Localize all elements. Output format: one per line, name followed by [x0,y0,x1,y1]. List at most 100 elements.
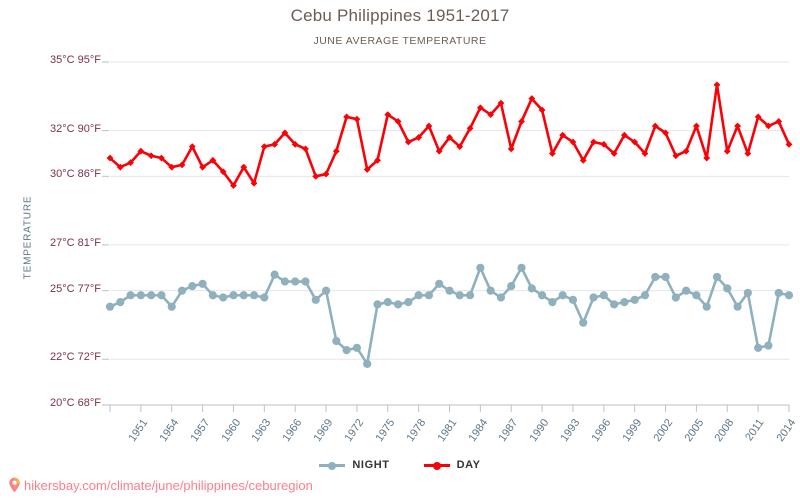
data-point-day[interactable] [250,179,258,187]
data-point-night[interactable] [383,298,392,307]
data-point-day[interactable] [240,163,248,171]
data-point-night[interactable] [229,291,238,300]
data-point-day[interactable] [188,143,196,151]
data-point-night[interactable] [352,343,362,352]
data-point-night[interactable] [321,286,331,295]
data-point-day[interactable] [487,111,495,118]
data-point-night[interactable] [527,284,536,293]
data-point-night[interactable] [610,300,619,309]
data-point-day[interactable] [579,156,587,164]
data-point-day[interactable] [765,122,772,130]
data-point-night[interactable] [239,291,248,300]
data-point-night[interactable] [136,291,145,300]
data-point-night[interactable] [435,279,444,288]
data-point-day[interactable] [199,163,206,171]
data-point-night[interactable] [784,291,794,300]
data-point-day[interactable] [302,145,309,153]
data-point-day[interactable] [672,152,680,160]
data-point-day[interactable] [404,138,412,146]
legend-item-day[interactable]: DAY [423,459,481,471]
data-point-night[interactable] [198,279,207,288]
data-point-night[interactable] [712,272,722,282]
data-point-day[interactable] [147,152,155,160]
data-point-night[interactable] [486,286,495,295]
data-point-night[interactable] [260,293,269,302]
data-point-night[interactable] [764,341,773,350]
data-point-night[interactable] [414,291,423,300]
data-point-day[interactable] [518,118,525,125]
legend-item-night[interactable]: NIGHT [319,459,389,471]
data-point-day[interactable] [363,166,371,173]
data-point-day[interactable] [291,140,299,148]
data-point-night[interactable] [116,298,125,307]
data-point-night[interactable] [537,291,547,300]
data-point-day[interactable] [456,143,464,151]
data-point-day[interactable] [775,118,783,125]
data-point-day[interactable] [446,134,453,141]
data-point-day[interactable] [590,138,597,146]
data-point-night[interactable] [270,270,279,279]
data-point-day[interactable] [322,170,330,178]
data-point-night[interactable] [301,277,310,286]
data-point-day[interactable] [641,150,649,157]
data-point-day[interactable] [507,145,515,153]
data-point-night[interactable] [342,346,351,355]
data-point-day[interactable] [106,154,114,162]
data-point-day[interactable] [744,150,752,157]
data-point-night[interactable] [579,318,588,327]
data-point-day[interactable] [693,122,700,130]
data-point-night[interactable] [630,295,639,304]
data-point-day[interactable] [271,140,279,148]
data-point-night[interactable] [517,263,526,272]
data-point-night[interactable] [733,302,742,311]
data-point-night[interactable] [599,291,608,300]
data-point-night[interactable] [558,291,567,300]
data-point-night[interactable] [147,291,156,300]
data-point-night[interactable] [219,293,228,302]
data-point-night[interactable] [455,291,464,300]
data-point-night[interactable] [404,298,413,307]
data-point-night[interactable] [702,302,711,311]
data-point-day[interactable] [528,95,536,102]
data-point-day[interactable] [312,172,320,180]
data-point-day[interactable] [332,147,340,155]
data-point-day[interactable] [343,113,351,121]
data-point-day[interactable] [631,138,639,146]
data-point-day[interactable] [466,124,474,132]
data-point-day[interactable] [754,113,762,121]
data-point-day[interactable] [168,163,176,171]
data-point-day[interactable] [219,168,227,176]
data-point-day[interactable] [425,122,433,130]
data-point-day[interactable] [610,150,618,157]
data-point-night[interactable] [465,291,475,300]
data-point-day[interactable] [559,131,567,139]
data-point-day[interactable] [497,99,505,107]
data-point-day[interactable] [476,104,484,112]
data-point-day[interactable] [353,115,361,123]
data-point-day[interactable] [260,143,268,151]
data-point-night[interactable] [188,281,197,291]
data-point-day[interactable] [415,134,423,141]
data-point-day[interactable] [435,147,443,155]
data-point-day[interactable] [178,161,186,169]
data-point-night[interactable] [651,272,660,282]
data-point-night[interactable] [424,291,434,300]
data-point-day[interactable] [394,118,402,125]
data-point-night[interactable] [476,263,485,272]
data-point-day[interactable] [682,147,690,155]
data-point-day[interactable] [281,129,289,137]
data-point-day[interactable] [137,147,145,155]
data-point-night[interactable] [311,295,320,304]
data-point-day[interactable] [662,129,669,137]
data-point-day[interactable] [116,163,124,171]
data-point-day[interactable] [569,138,577,146]
data-point-day[interactable] [127,159,134,167]
data-point-day[interactable] [620,131,628,139]
data-point-day[interactable] [230,182,237,189]
data-point-night[interactable] [589,293,598,302]
data-point-day[interactable] [723,147,731,155]
data-point-day[interactable] [734,122,741,130]
data-point-day[interactable] [548,150,556,157]
data-point-day[interactable] [703,154,711,162]
data-point-night[interactable] [754,343,763,352]
